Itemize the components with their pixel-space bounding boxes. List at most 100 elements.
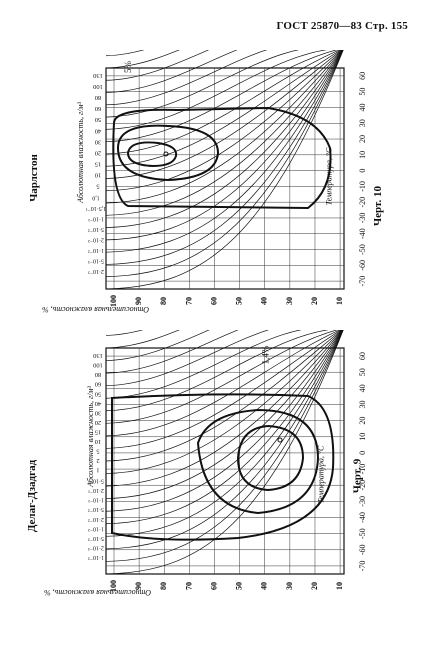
abs-humidity-curve [105,50,344,241]
abs-humidity-curve [105,330,341,437]
abs-tick-label: 30 [95,409,102,416]
x-tick-label: 20 [358,135,367,143]
y-tick-label: 70 [184,582,193,590]
abs-tick-label-small: 1·10⁻¹ [88,216,104,222]
abs-humidity-curve [105,330,343,462]
abs-tick-label: 10 [95,438,102,445]
chart-contours [111,393,335,541]
x-tick-label: 0 [358,451,367,455]
y-tick-label: 90 [134,582,143,590]
abs-humidity-curve [105,330,342,449]
abs-tick-label: 5 [96,448,99,455]
y-tick-label: 40 [260,297,269,305]
chart-contours [112,106,332,210]
abs-tick-label: 40 [95,400,102,407]
y-tick-label: 10 [335,582,344,590]
abs-tick-label-small: 2·10⁻¹ [88,487,104,493]
chart-dalanzadgad: -70 -60 -50 -40 -30 -20 -10 0 10 20 30 40 50 60 100 90 8… [88,330,367,592]
abs-humidity-curve [105,50,344,253]
x-tick-label: -70 [358,276,367,287]
abs-axis-title: Абсолютная влажность, г/м³ [85,386,95,487]
abs-humidity-curve [105,50,145,57]
abs-humidity-curve [105,330,344,525]
y-tick-label: 90 [134,297,143,305]
x-tick-label: 60 [358,72,367,80]
y-tick-label: 80 [159,297,168,305]
y-tick-label: 40 [260,582,269,590]
abs-humidity-curve [105,50,343,216]
abs-humidity-curve [105,50,344,278]
page-number: Стр. 155 [364,20,408,32]
abs-humidity-curve [105,330,270,387]
abs-humidity-curve [105,50,328,130]
abs-tick-label: 5 [96,183,99,190]
abs-humidity-curve [105,50,344,265]
chart-grid [105,50,345,290]
y-tick-label: 60 [209,582,218,590]
abs-tick-label: 60 [95,105,102,112]
abs-humidity-curve [105,330,344,575]
x-tick-label: 40 [358,103,367,111]
y-tick-label: 20 [310,297,319,305]
abs-tick-label: 130 [93,72,103,79]
x-axis-title: Температура, °С [316,445,326,504]
abs-tick-label-small: 1·10⁻² [88,247,104,253]
x-tick-label: 30 [358,401,367,409]
abs-tick-label-small: 5·10⁻² [88,226,104,232]
abs-tick-label-small: 1·10⁻² [88,525,104,531]
abs-humidity-curve [105,330,210,361]
abs-humidity-curve [105,330,329,412]
y-axis-title: Относительная влажность, % [42,305,150,314]
x-tick-label: -20 [358,480,367,491]
y-axis-title: Относительная влажность, % [44,588,152,597]
x-tick-label: 60 [358,352,367,360]
abs-tick-label-small: 5·10⁻¹ [88,478,104,484]
x-tick-label: 50 [358,88,367,96]
abs-humidity-curve [105,330,239,374]
x-tick-label: 0 [358,169,367,173]
figure-caption: Черт. 9 [351,458,364,494]
abs-tick-label: 10 [95,171,102,178]
abs-tick-label: 40 [95,127,102,134]
x-tick-label: 30 [358,119,367,127]
abs-tick-label: 80 [95,371,102,378]
x-tick-label: -30 [358,213,367,224]
contour-middle [116,124,220,182]
abs-tick-label: 15 [95,160,102,167]
chart-grid [105,330,345,575]
abs-humidity-curve [105,330,344,512]
abs-tick-label-small: 1·10⁻³ [88,554,104,560]
percent-label: 1,4% [260,345,271,365]
abs-tick-label: 20 [95,149,102,156]
mean-point [163,151,169,157]
abs-humidity-curve [105,330,343,500]
x-tick-label: 50 [358,368,367,376]
contour-inner [126,141,178,168]
x-tick-label: -70 [358,561,367,572]
mean-point [277,437,283,443]
page-header: ГОСТ 25870—83 Стр. 155 [276,20,408,32]
abs-humidity-curve [105,50,343,204]
x-tick-label: -10 [358,464,367,475]
abs-tick-label: 1 [96,467,99,474]
abs-tick-label-small: 2·10⁻² [88,237,104,243]
abs-tick-label-small: 5·10⁻² [88,506,104,512]
y-tick-label: 50 [235,582,244,590]
standard-number: ГОСТ 25870—83 [276,20,362,32]
abs-humidity-curve [105,50,180,69]
x-tick-label: -10 [358,181,367,192]
x-tick-label: -50 [358,528,367,539]
abs-humidity-curve [105,50,210,81]
abs-humidity-curve [105,330,343,474]
x-tick-label: -20 [358,197,367,208]
abs-axis-title: Абсолютная влажность, г/м³ [75,102,85,203]
abs-humidity-curve [105,330,344,562]
abs-humidity-curve [105,330,180,349]
y-tick-label: 70 [184,297,193,305]
abs-tick-label: 100 [93,362,103,369]
x-tick-label: 10 [358,151,367,159]
abs-tick-label-small: 1,0 [92,195,100,201]
x-tick-label: -60 [358,544,367,555]
contour-outer [112,106,332,210]
station-title: Чарлстон [27,154,40,202]
